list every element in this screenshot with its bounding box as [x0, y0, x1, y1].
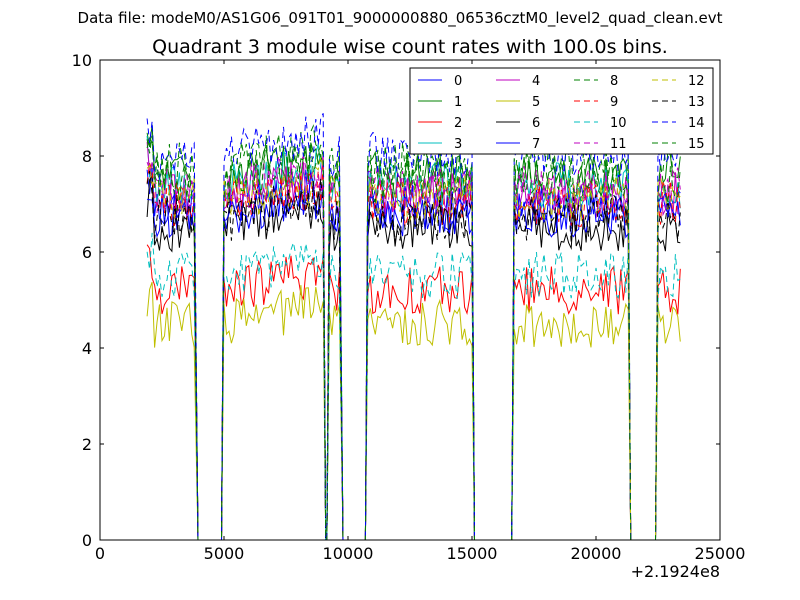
figure-suptitle: Data file: modeM0/AS1G06_091T01_90000008…	[77, 9, 723, 27]
y-tick-label: 0	[82, 531, 92, 550]
legend-label-7: 7	[532, 137, 540, 152]
x-tick-label: 10000	[323, 544, 374, 563]
x-tick-label: 5000	[204, 544, 245, 563]
chart-title: Quadrant 3 module wise count rates with …	[152, 36, 668, 58]
legend-label-3: 3	[454, 137, 462, 152]
y-tick-label: 10	[72, 51, 92, 70]
legend-label-6: 6	[532, 116, 540, 131]
legend-label-14: 14	[688, 116, 705, 131]
x-offset-label: +2.1924e8	[631, 562, 720, 581]
x-tick-label: 25000	[695, 544, 746, 563]
legend-label-9: 9	[610, 95, 618, 110]
series-line-7	[147, 172, 681, 541]
series-line-5	[146, 281, 681, 541]
series-line-2	[146, 244, 681, 541]
legend-label-15: 15	[688, 137, 705, 152]
legend-label-8: 8	[610, 74, 618, 89]
x-tick-label: 15000	[447, 544, 498, 563]
y-tick-label: 2	[82, 435, 92, 454]
y-tick-label: 8	[82, 147, 92, 166]
series-line-15	[146, 135, 681, 541]
legend-label-4: 4	[532, 74, 540, 89]
series-line-1	[146, 124, 681, 541]
y-tick-label: 4	[82, 339, 92, 358]
series-line-6	[146, 174, 681, 541]
legend-label-13: 13	[688, 95, 705, 110]
series-line-13	[146, 170, 681, 541]
series-line-14	[146, 113, 681, 541]
legend-label-10: 10	[610, 116, 627, 131]
legend-label-5: 5	[532, 95, 540, 110]
legend-label-0: 0	[454, 74, 462, 89]
legend-label-12: 12	[688, 74, 705, 89]
legend-label-11: 11	[610, 137, 627, 152]
series-line-9	[146, 161, 681, 541]
legend-label-2: 2	[454, 116, 462, 131]
y-tick-label: 6	[82, 243, 92, 262]
x-tick-label: 20000	[571, 544, 622, 563]
x-tick-label: 0	[95, 544, 105, 563]
series-line-12	[146, 156, 681, 541]
legend-frame	[409, 67, 714, 155]
legend-label-1: 1	[454, 95, 462, 110]
series-line-10	[146, 232, 681, 541]
plot-frame	[99, 59, 721, 541]
series-line-11	[146, 154, 681, 541]
series-layer	[146, 113, 681, 541]
